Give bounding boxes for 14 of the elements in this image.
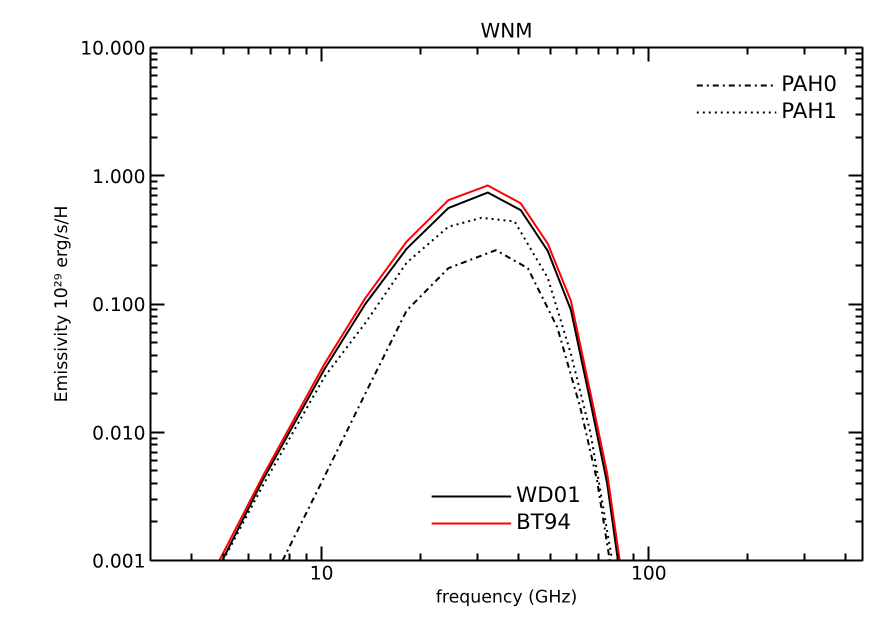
chart-title: WNM <box>480 18 533 42</box>
y-tick-label: 0.010 <box>92 423 146 444</box>
y-tick-label: 0.001 <box>92 552 146 572</box>
y-tick-label: 1.000 <box>92 166 146 188</box>
legend-label: BT94 <box>516 510 571 535</box>
y-axis-title: Emissivity 10²⁹ erg/s/H <box>52 206 72 402</box>
x-axis-title: frequency (GHz) <box>436 588 578 608</box>
x-tick-label: 100 <box>630 564 667 584</box>
legend-label: WD01 <box>516 483 581 508</box>
x-tick-label: 10 <box>310 564 334 584</box>
legend-label: PAH1 <box>781 99 837 124</box>
y-tick-label: 0.100 <box>92 295 146 316</box>
legend-label: PAH0 <box>781 72 837 97</box>
y-tick-label: 10.000 <box>80 38 146 60</box>
